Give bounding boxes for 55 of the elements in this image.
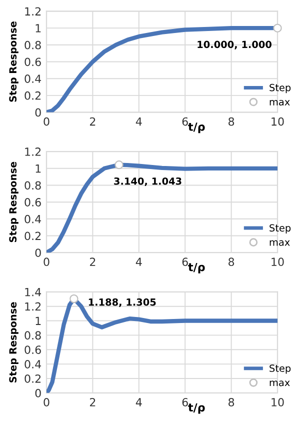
y-tick-label: 0.6 (24, 198, 41, 206)
y-tick-label: 1.2 (25, 302, 41, 311)
x-tick-label: 4 (136, 398, 142, 406)
x-tick-label: 2 (90, 398, 96, 406)
y-tick-label: 1.2 (25, 148, 41, 156)
y-tick-label: 0.8 (24, 331, 41, 340)
x-tick-label: 0 (44, 258, 50, 266)
x-tick-label: 8 (228, 117, 234, 126)
y-tick-label: 0 (35, 248, 41, 257)
x-tick-label: 4 (136, 258, 142, 266)
y-tick-label: 0.2 (24, 91, 41, 100)
y-tick-label: 0 (35, 388, 41, 398)
legend-label: max (270, 240, 290, 246)
legend-label: Step (270, 224, 291, 234)
legend-label: Step (270, 84, 291, 94)
y-tick-label: 1.4 (25, 288, 42, 296)
y-tick-label: 1 (36, 316, 41, 325)
x-tick-label: 10 (272, 398, 284, 406)
y-tick-label: 0.6 (24, 346, 41, 354)
y-tick-label: 0 (35, 108, 41, 117)
y-tick-label: 0.2 (24, 232, 41, 240)
y-tick-label: 0.6 (24, 58, 41, 66)
x-tick-label: 6 (182, 258, 188, 266)
y-axis-title: Step Response (9, 22, 18, 102)
legend-label: max (270, 100, 290, 106)
y-tick-label: 1 (36, 164, 41, 173)
x-tick-label: 0 (44, 117, 50, 126)
x-axis-title: t/ρ (188, 403, 205, 414)
x-axis-title: t/ρ (188, 263, 205, 274)
y-tick-label: 0.4 (24, 360, 42, 368)
x-tick-label: 6 (182, 398, 188, 406)
y-axis-title: Step Response (9, 302, 18, 382)
x-tick-label: 10 (272, 117, 284, 126)
y-tick-label: 0.4 (24, 74, 42, 83)
x-tick-label: 8 (228, 258, 234, 266)
x-tick-label: 10 (272, 258, 284, 266)
y-axis-title: Step Response (9, 162, 18, 242)
annotation: 1.188, 1.305 (88, 298, 156, 307)
x-tick-label: 8 (228, 398, 234, 406)
x-tick-label: 4 (136, 117, 142, 126)
legend-label: Step (270, 364, 291, 374)
annotation: 3.140, 1.043 (114, 177, 182, 186)
x-tick-label: 6 (182, 117, 188, 126)
x-tick-label: 2 (90, 117, 96, 126)
x-axis-title: t/ρ (188, 122, 205, 134)
legend-label: max (270, 380, 290, 386)
x-tick-label: 0 (44, 398, 50, 406)
y-tick-label: 0.8 (24, 181, 41, 190)
y-tick-label: 1 (36, 24, 41, 32)
x-tick-label: 2 (90, 258, 96, 266)
y-tick-label: 0.8 (24, 40, 41, 50)
y-tick-label: 0.4 (24, 214, 42, 224)
y-tick-label: 1.2 (25, 7, 41, 16)
y-tick-label: 0.2 (24, 374, 41, 383)
annotation: 10.000, 1.000 (198, 40, 272, 50)
